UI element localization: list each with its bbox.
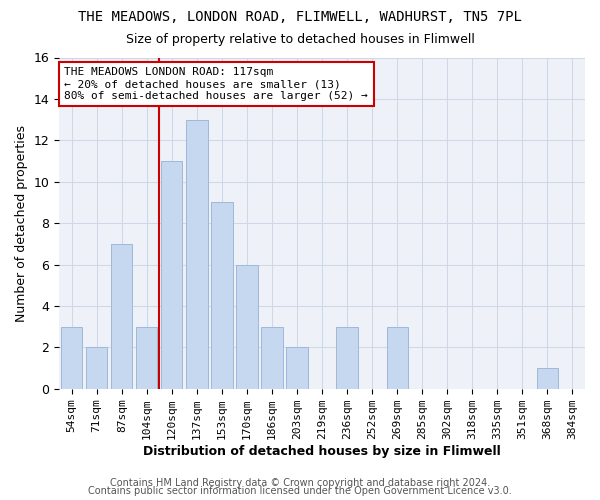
Bar [136,326,157,388]
Text: THE MEADOWS, LONDON ROAD, FLIMWELL, WADHURST, TN5 7PL: THE MEADOWS, LONDON ROAD, FLIMWELL, WADH… [78,10,522,24]
Bar [111,244,133,388]
Bar [537,368,558,388]
Text: Size of property relative to detached houses in Flimwell: Size of property relative to detached ho… [125,32,475,46]
Bar [236,264,257,388]
Text: Contains HM Land Registry data © Crown copyright and database right 2024.: Contains HM Land Registry data © Crown c… [110,478,490,488]
Bar [337,326,358,388]
Bar [86,348,107,389]
Y-axis label: Number of detached properties: Number of detached properties [15,124,28,322]
Bar [386,326,408,388]
X-axis label: Distribution of detached houses by size in Flimwell: Distribution of detached houses by size … [143,444,501,458]
Bar [61,326,82,388]
Bar [161,161,182,388]
Bar [262,326,283,388]
Text: Contains public sector information licensed under the Open Government Licence v3: Contains public sector information licen… [88,486,512,496]
Bar [186,120,208,388]
Bar [286,348,308,389]
Text: THE MEADOWS LONDON ROAD: 117sqm
← 20% of detached houses are smaller (13)
80% of: THE MEADOWS LONDON ROAD: 117sqm ← 20% of… [64,68,368,100]
Bar [211,202,233,388]
